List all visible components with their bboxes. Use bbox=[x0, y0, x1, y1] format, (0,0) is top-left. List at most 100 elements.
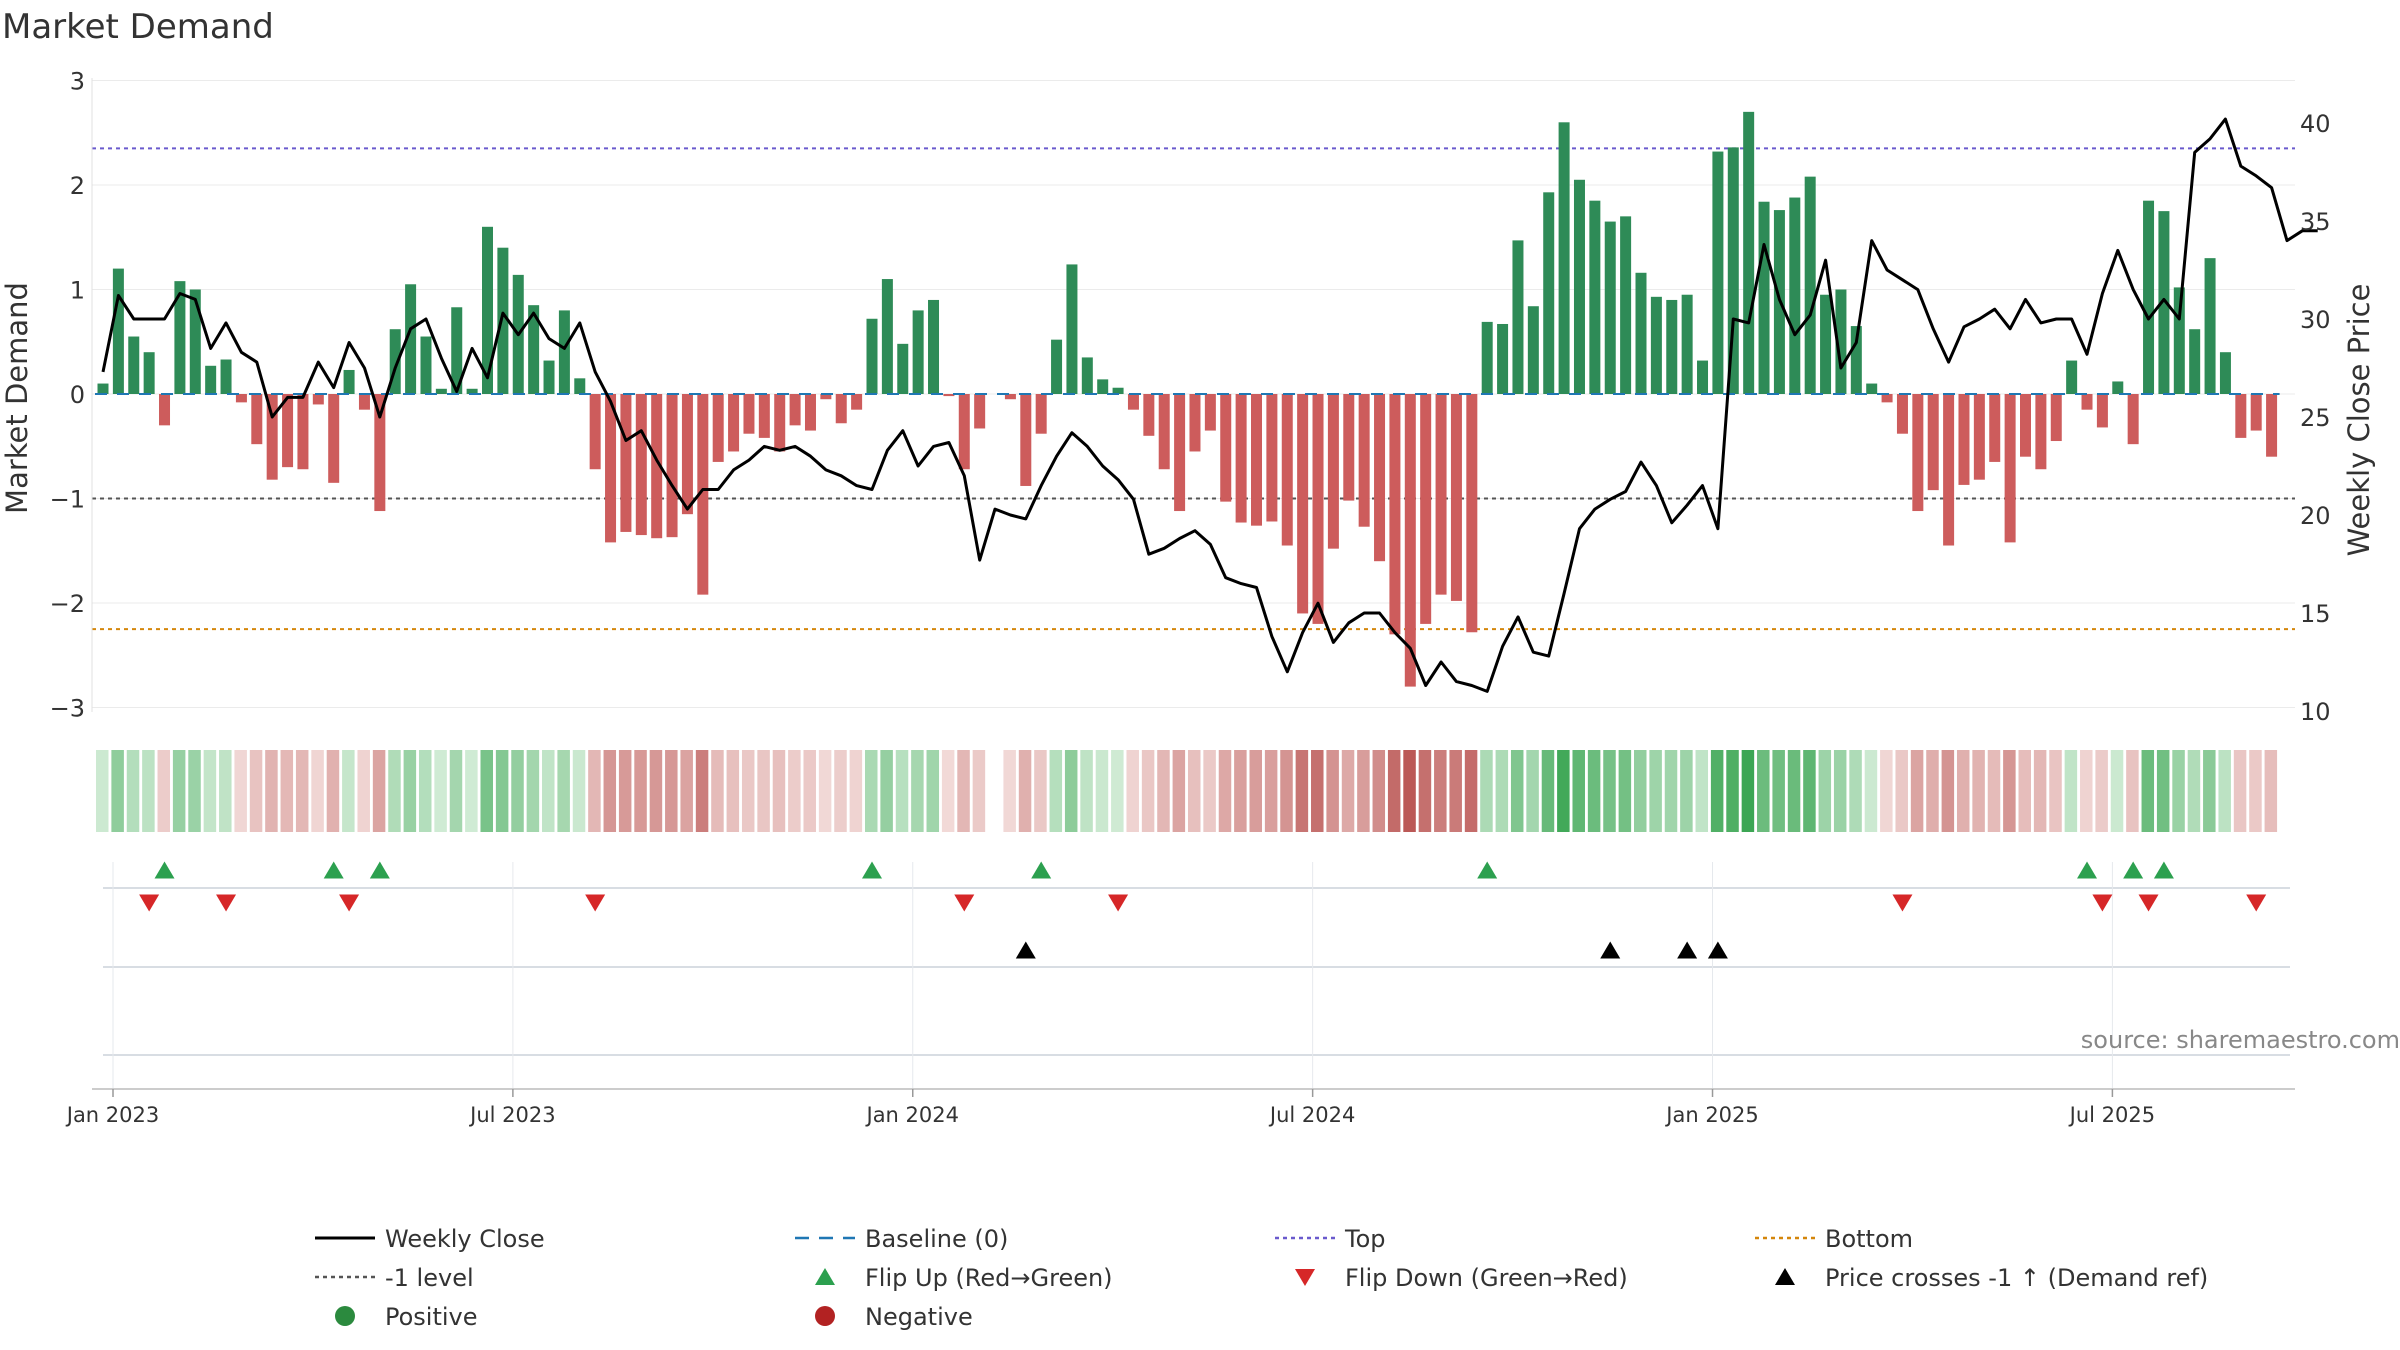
heatmap-cell bbox=[1864, 750, 1878, 832]
legend-item: Price crosses -1 ↑ (Demand ref) bbox=[1775, 1264, 2208, 1292]
heatmap-cell bbox=[1295, 750, 1309, 832]
heatmap-cell bbox=[495, 750, 509, 832]
demand-bar bbox=[2189, 329, 2201, 394]
demand-bar bbox=[1727, 147, 1739, 394]
flip-up-marker bbox=[1477, 861, 1498, 879]
demand-bar bbox=[1435, 394, 1447, 595]
heatmap-cell bbox=[1372, 750, 1386, 832]
flip-down-marker bbox=[339, 894, 360, 912]
heatmap-cell bbox=[2249, 750, 2262, 832]
heatmap-cell bbox=[665, 750, 678, 832]
flip-up-marker bbox=[323, 861, 344, 879]
left-tick-label: −1 bbox=[50, 486, 85, 514]
demand-bar bbox=[1620, 216, 1632, 394]
heatmap-cell bbox=[1280, 750, 1293, 832]
heatmap-cell bbox=[849, 750, 863, 832]
heatmap-cell bbox=[1464, 750, 1478, 832]
demand-bar bbox=[2020, 394, 2031, 457]
demand-bar bbox=[2173, 287, 2185, 394]
demand-bar bbox=[112, 268, 124, 394]
heatmap-cell bbox=[203, 750, 217, 832]
heatmap-cell bbox=[249, 750, 263, 832]
demand-bar bbox=[1881, 394, 1893, 403]
demand-bar bbox=[1927, 394, 1939, 491]
right-tick-label: 25 bbox=[2300, 404, 2331, 432]
price-cross-marker bbox=[1015, 941, 1036, 959]
right-tick-label: 30 bbox=[2300, 306, 2331, 334]
legend-marker bbox=[1775, 1268, 1795, 1285]
reference-lines bbox=[92, 147, 2295, 631]
heatmap-cell bbox=[1018, 750, 1032, 832]
flip-down-marker bbox=[2092, 894, 2113, 912]
demand-bar bbox=[1789, 197, 1801, 394]
heatmap-cell bbox=[865, 750, 878, 832]
flip-down-marker bbox=[1108, 894, 1129, 912]
demand-bar bbox=[2081, 394, 2093, 410]
legend-label: Price crosses -1 ↑ (Demand ref) bbox=[1825, 1264, 2208, 1292]
date-tick-label: Jul 2024 bbox=[1268, 1103, 1355, 1127]
demand-heatmap-strip bbox=[96, 750, 2278, 832]
demand-bar bbox=[374, 394, 386, 512]
demand-bar bbox=[1112, 387, 1124, 394]
heatmap-cell bbox=[1203, 750, 1216, 832]
heatmap-cell bbox=[1833, 750, 1847, 832]
demand-bar bbox=[681, 394, 693, 515]
demand-bar bbox=[1512, 240, 1524, 394]
demand-bar bbox=[835, 394, 847, 424]
demand-bar bbox=[2204, 258, 2216, 394]
right-tick-label: 35 bbox=[2300, 208, 2331, 236]
heatmap-cell bbox=[588, 750, 601, 832]
legend-item: Baseline (0) bbox=[795, 1225, 1008, 1253]
price-cross-marker bbox=[1707, 941, 1728, 959]
demand-bar bbox=[543, 360, 555, 394]
demand-bar bbox=[1251, 394, 1262, 526]
legend-item: Top bbox=[1275, 1225, 1386, 1253]
demand-bar bbox=[128, 336, 140, 394]
demand-bar bbox=[1973, 394, 1985, 480]
heatmap-cell bbox=[2003, 750, 2016, 832]
heatmap-cell bbox=[1434, 750, 1447, 832]
legend-item: Bottom bbox=[1755, 1225, 1913, 1253]
heatmap-cell bbox=[388, 750, 401, 832]
flip-up-marker bbox=[154, 861, 175, 879]
demand-bar bbox=[205, 365, 217, 394]
heatmap-cell bbox=[1695, 750, 1709, 832]
heatmap-cell bbox=[1941, 750, 1955, 832]
left-tick-label: 3 bbox=[70, 68, 85, 96]
heatmap-cell bbox=[1634, 750, 1647, 832]
legend-label: Flip Up (Red→Green) bbox=[865, 1264, 1113, 1292]
demand-bar bbox=[343, 369, 355, 394]
heatmap-cell bbox=[265, 750, 278, 832]
demand-bar bbox=[2035, 394, 2047, 470]
demand-bar bbox=[851, 394, 863, 410]
legend-item: Flip Up (Red→Green) bbox=[815, 1264, 1113, 1292]
heatmap-cell bbox=[972, 750, 986, 832]
demand-bar bbox=[605, 394, 617, 543]
heatmap-cell bbox=[1787, 750, 1801, 832]
heatmap-cell bbox=[1249, 750, 1262, 832]
heatmap-cell bbox=[1603, 750, 1616, 832]
demand-bar bbox=[1189, 394, 1201, 452]
demand-bar bbox=[297, 394, 309, 470]
heatmap-cell bbox=[741, 750, 755, 832]
left-tick-label: −2 bbox=[50, 590, 85, 618]
demand-bar bbox=[1650, 296, 1662, 394]
demand-bar bbox=[189, 289, 201, 394]
heatmap-cell bbox=[1880, 750, 1893, 832]
heatmap-cell bbox=[1772, 750, 1785, 832]
demand-bar bbox=[1174, 394, 1186, 512]
heatmap-cell bbox=[1803, 750, 1816, 832]
date-tick-label: Jul 2023 bbox=[468, 1103, 555, 1127]
legend: Weekly Close Baseline (0) Top Bottom -1 leve… bbox=[315, 1225, 2208, 1331]
heatmap-cell bbox=[1495, 750, 1509, 832]
heatmap-cell bbox=[1557, 750, 1570, 832]
heatmap-cell bbox=[1141, 750, 1155, 832]
flip-up-marker bbox=[369, 861, 390, 879]
demand-bar bbox=[1835, 289, 1847, 394]
demand-bar bbox=[1143, 394, 1155, 436]
demand-bar bbox=[589, 394, 601, 470]
right-tick-label: 15 bbox=[2300, 600, 2331, 628]
demand-bar bbox=[1943, 394, 1955, 546]
demand-bar bbox=[1266, 394, 1278, 522]
